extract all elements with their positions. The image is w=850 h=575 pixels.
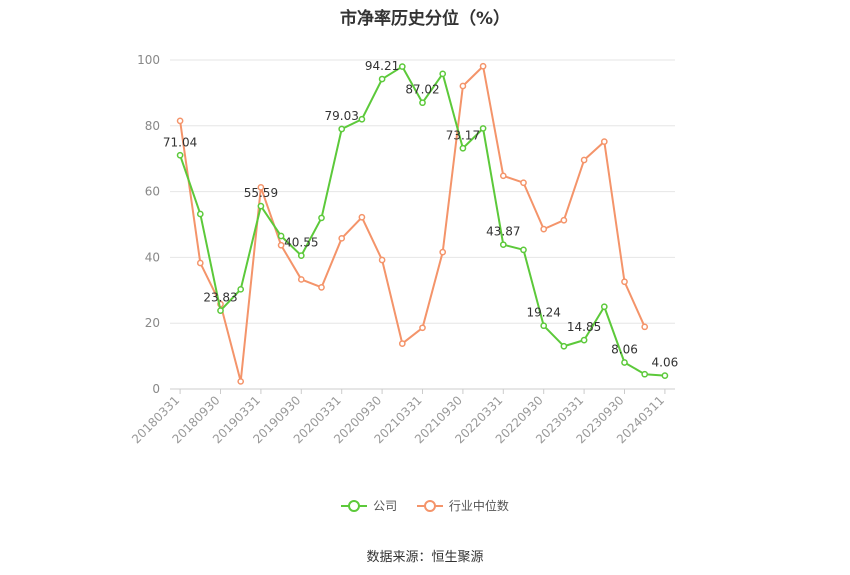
- legend-swatch-industry-median: [416, 499, 443, 513]
- legend-label-industry-median: 行业中位数: [448, 499, 509, 513]
- line-chart: 0204060801002018033120180930201903312019…: [129, 53, 679, 446]
- data-point-0: [439, 70, 447, 78]
- y-tick-label: 60: [145, 185, 160, 199]
- data-point-0: [338, 125, 346, 133]
- data-point-0: [318, 214, 325, 222]
- chart-title: 市净率历史分位（%）: [339, 9, 511, 29]
- data-point-1: [560, 216, 568, 224]
- legend: 公司 行业中位数: [0, 497, 850, 516]
- data-label: 71.04: [163, 135, 197, 149]
- data-point-0: [398, 63, 406, 70]
- data-point-0: [257, 202, 265, 210]
- legend-label-company: 公司: [373, 499, 398, 513]
- data-point-0: [641, 370, 649, 378]
- data-point-0: [237, 285, 245, 293]
- data-point-0: [560, 342, 568, 350]
- data-point-1: [338, 234, 346, 242]
- data-point-0: [297, 252, 305, 259]
- data-point-0: [358, 115, 366, 123]
- data-point-0: [459, 144, 467, 152]
- data-point-0: [600, 303, 608, 311]
- data-point-0: [277, 232, 285, 240]
- data-point-1: [277, 241, 285, 249]
- data-label: 79.03: [325, 109, 359, 123]
- data-point-1: [439, 248, 447, 256]
- y-tick-label: 0: [152, 382, 160, 396]
- data-point-0: [621, 359, 628, 366]
- data-point-1: [318, 283, 325, 291]
- data-point-0: [499, 241, 507, 249]
- data-source: 数据来源：恒生聚源: [366, 550, 484, 565]
- y-tick-label: 80: [145, 119, 160, 133]
- y-tick-label: 40: [145, 250, 160, 264]
- data-label: 14.85: [567, 320, 601, 334]
- data-label: 4.06: [652, 356, 679, 370]
- data-label: 55.59: [244, 186, 278, 200]
- data-point-0: [217, 307, 224, 314]
- data-point-1: [621, 278, 628, 286]
- data-point-0: [479, 125, 487, 132]
- legend-swatch-company: [341, 499, 368, 513]
- data-point-1: [419, 324, 426, 332]
- data-point-1: [499, 172, 507, 180]
- data-label: 23.83: [203, 291, 237, 305]
- data-point-1: [297, 276, 305, 283]
- data-point-0: [176, 151, 184, 159]
- data-point-0: [419, 99, 426, 107]
- data-point-1: [479, 62, 487, 70]
- data-point-1: [580, 156, 588, 164]
- data-point-1: [358, 213, 366, 221]
- data-point-1: [398, 340, 406, 347]
- data-label: 19.24: [527, 306, 561, 320]
- data-point-1: [540, 225, 548, 233]
- legend-item-company[interactable]: 公司: [341, 497, 397, 514]
- legend-item-industry-median[interactable]: 行业中位数: [416, 497, 509, 514]
- data-label: 94.21: [365, 59, 399, 73]
- data-point-1: [520, 179, 527, 187]
- data-point-0: [520, 246, 527, 254]
- data-point-1: [257, 183, 265, 191]
- data-label: 40.55: [284, 236, 318, 250]
- data-point-1: [196, 259, 204, 267]
- data-point-1: [641, 323, 649, 331]
- data-point-1: [600, 138, 608, 145]
- data-point-0: [378, 75, 386, 83]
- data-label: 8.06: [611, 342, 638, 356]
- data-point-1: [176, 117, 184, 125]
- data-point-0: [661, 372, 669, 379]
- y-tick-label: 20: [145, 316, 160, 330]
- data-label: 43.87: [486, 225, 520, 239]
- data-point-0: [540, 322, 548, 330]
- data-point-0: [196, 210, 204, 218]
- data-point-1: [378, 256, 386, 264]
- data-label: 73.17: [446, 128, 480, 142]
- data-point-0: [580, 336, 588, 344]
- data-label: 87.02: [405, 83, 439, 97]
- data-point-1: [237, 378, 245, 385]
- data-point-1: [459, 82, 467, 90]
- y-tick-label: 100: [137, 53, 160, 67]
